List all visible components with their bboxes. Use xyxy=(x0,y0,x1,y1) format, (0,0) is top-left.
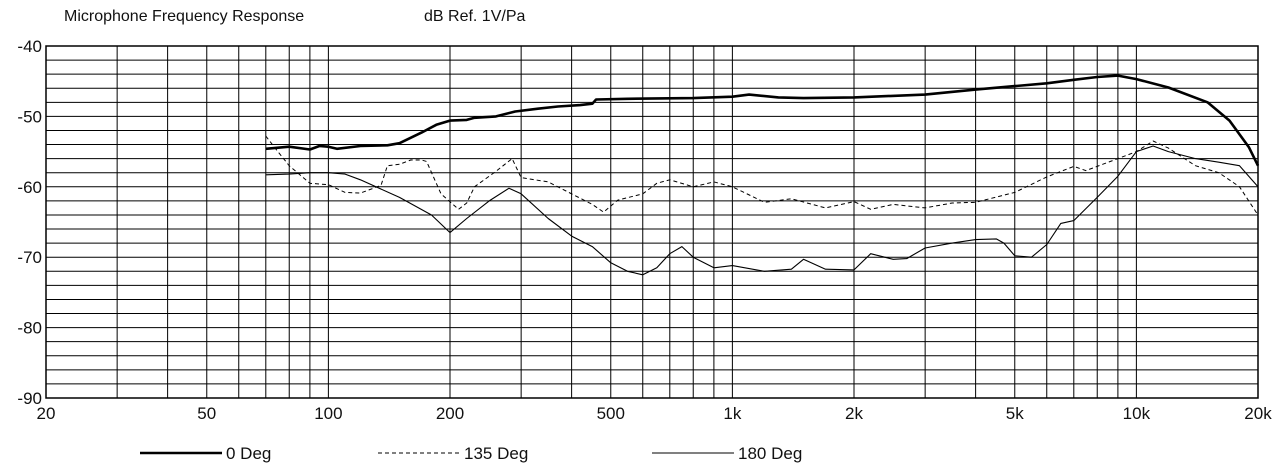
series-lines xyxy=(265,74,1260,276)
chart-grid xyxy=(46,46,1258,398)
x-tick-label: 200 xyxy=(436,404,464,423)
legend-label-180-deg: 180 Deg xyxy=(738,444,802,463)
y-tick-label: -60 xyxy=(17,178,42,197)
y-tick-label: -50 xyxy=(17,107,42,126)
legend-label-0-deg: 0 Deg xyxy=(226,444,271,463)
legend: 0 Deg 135 Deg 180 Deg xyxy=(140,444,802,463)
y-tick-label: -80 xyxy=(17,319,42,338)
plot-border xyxy=(45,45,1259,399)
x-tick-label: 2k xyxy=(845,404,863,423)
y-tick-label: -40 xyxy=(17,37,42,56)
x-tick-label: 50 xyxy=(197,404,216,423)
series-line-180-deg xyxy=(265,145,1259,276)
x-tick-label: 100 xyxy=(314,404,342,423)
x-tick-label: 5k xyxy=(1006,404,1024,423)
legend-label-135-deg: 135 Deg xyxy=(464,444,528,463)
y-axis-ticks: -40 -50 -60 -70 -80 -90 xyxy=(17,37,42,408)
plot-frame xyxy=(45,45,1259,399)
y-tick-label: -90 xyxy=(17,389,42,408)
y-tick-label: -70 xyxy=(17,248,42,267)
x-tick-label: 10k xyxy=(1123,404,1151,423)
x-tick-label: 500 xyxy=(597,404,625,423)
chart-title: Microphone Frequency Response xyxy=(64,8,305,25)
x-axis-ticks: 20 50 100 200 500 1k 2k 5k 10k 20k xyxy=(37,404,1273,423)
series-line-135-deg xyxy=(265,135,1259,229)
series-line-0-deg xyxy=(265,74,1260,167)
x-tick-label: 1k xyxy=(723,404,741,423)
x-tick-label: 20k xyxy=(1244,404,1272,423)
x-tick-label: 20 xyxy=(37,404,56,423)
chart-subtitle: dB Ref. 1V/Pa xyxy=(424,8,526,25)
